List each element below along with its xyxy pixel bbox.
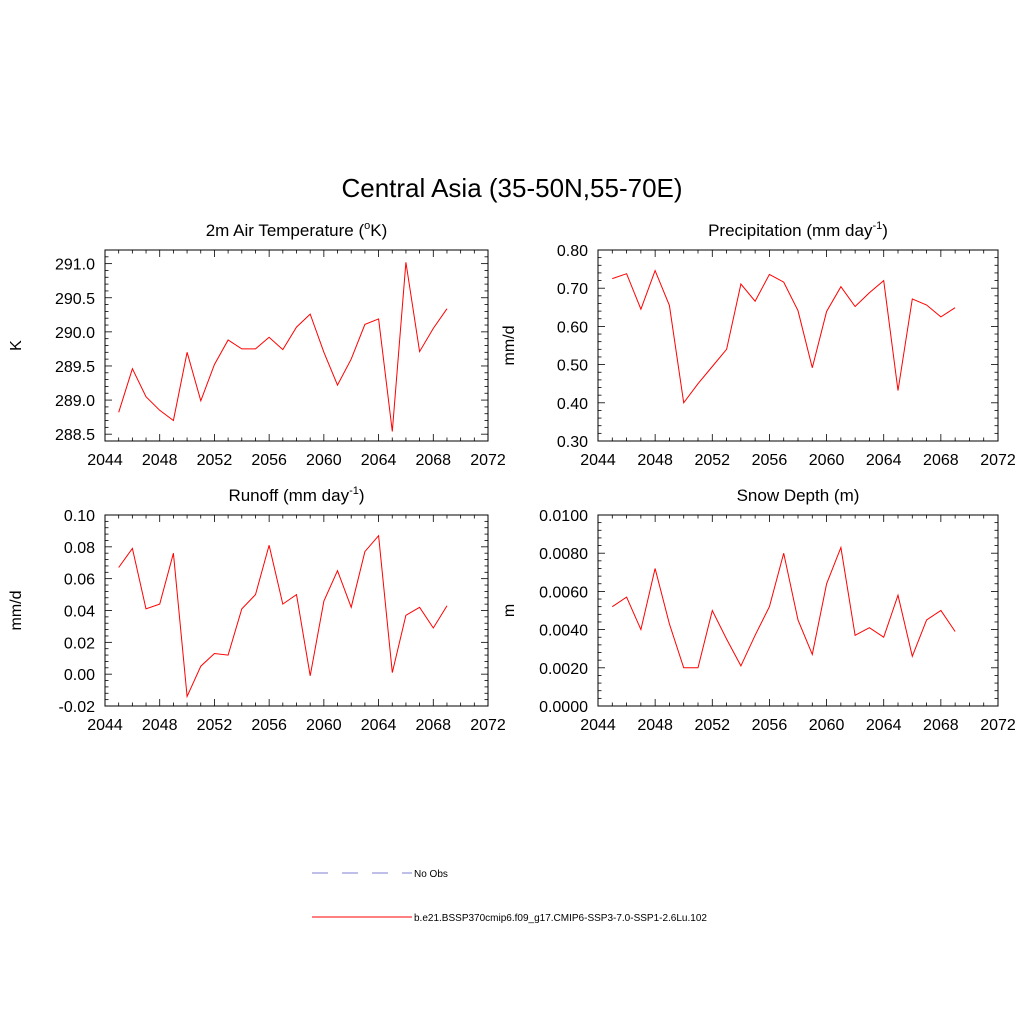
x-tick-label: 2052	[197, 452, 233, 469]
y-tick-label: 0.04	[64, 604, 95, 621]
x-tick-label: 2064	[866, 452, 902, 469]
y-tick-label: 289.0	[55, 393, 95, 410]
x-tick-label: 2056	[251, 452, 287, 469]
y-tick-label: 291.0	[55, 257, 95, 274]
panel-title: Precipitation (mm day-1)	[708, 220, 888, 240]
plot-frame	[104, 514, 489, 707]
x-tick-label: 2044	[580, 452, 616, 469]
x-tick-label: 2056	[752, 717, 788, 734]
y-tick-label: 289.5	[55, 359, 95, 376]
y-tick-label: 0.0060	[539, 584, 588, 601]
x-tick-label: 2056	[752, 452, 788, 469]
x-tick-label: 2072	[470, 452, 506, 469]
y-tick-label: 0.50	[557, 358, 588, 375]
panel-1: 2044 2048 2052 2056 2060 2064 2068 2072 288.5 289…	[8, 220, 506, 469]
x-tick-label: 2056	[251, 717, 287, 734]
legend: No Obs b.e21.BSSP370cmip6.f09_g17.CMIP6-…	[312, 869, 707, 924]
y-tick-label: 0.40	[557, 396, 588, 413]
y-tick-label: 0.0080	[539, 546, 588, 563]
x-tick-label: 2052	[694, 452, 730, 469]
series-line	[612, 545, 956, 669]
x-tick-label: 2068	[415, 717, 451, 734]
x-tick-label: 2064	[361, 717, 397, 734]
x-tick-label: 2064	[866, 717, 902, 734]
y-axis-label: mm/d	[501, 326, 518, 366]
panel-3: 2044 2048 2052 2056 2060 2064 2068 2072 -0.02 0.0…	[8, 485, 506, 734]
x-tick-label: 2044	[87, 452, 123, 469]
legend-obs-label: No Obs	[414, 869, 448, 880]
y-tick-label: 0.10	[64, 508, 95, 525]
x-tick-label: 2048	[637, 452, 673, 469]
series-line	[612, 269, 956, 405]
x-tick-label: 2064	[361, 452, 397, 469]
x-tick-label: 2068	[923, 452, 959, 469]
x-tick-label: 2072	[980, 717, 1016, 734]
y-tick-label: 0.0040	[539, 623, 588, 640]
x-tick-label: 2068	[923, 717, 959, 734]
x-tick-label: 2052	[694, 717, 730, 734]
x-tick-label: 2072	[980, 452, 1016, 469]
y-tick-label: 0.80	[557, 243, 588, 260]
y-tick-label: 0.06	[64, 572, 95, 589]
panel-4: 2044 2048 2052 2056 2060 2064 2068 2072 0.0000 0.…	[501, 486, 1016, 734]
x-tick-label: 2060	[306, 452, 342, 469]
x-tick-label: 2044	[580, 717, 616, 734]
y-axis-label: mm/d	[8, 591, 25, 631]
x-tick-label: 2072	[470, 717, 506, 734]
x-tick-label: 2052	[197, 717, 233, 734]
panel-2: 2044 2048 2052 2056 2060 2064 2068 2072 0.30 0.40…	[501, 220, 1016, 469]
y-axis-label: m	[501, 604, 518, 617]
plot-frame	[597, 514, 999, 707]
y-tick-label: 0.00	[64, 667, 95, 684]
x-tick-label: 2060	[809, 452, 845, 469]
x-tick-label: 2048	[637, 717, 673, 734]
y-tick-label: -0.02	[59, 699, 96, 716]
series-line	[118, 262, 448, 432]
panel-title: Snow Depth (m)	[737, 486, 860, 505]
y-tick-label: 290.5	[55, 291, 95, 308]
y-tick-label: 0.60	[557, 319, 588, 336]
y-tick-label: 0.0020	[539, 661, 588, 678]
y-tick-label: 0.08	[64, 540, 95, 557]
panel-title: Runoff (mm day-1)	[228, 485, 364, 505]
y-axis-label: K	[8, 340, 25, 351]
x-tick-label: 2068	[415, 452, 451, 469]
x-tick-label: 2044	[87, 717, 123, 734]
x-tick-label: 2048	[142, 717, 178, 734]
main-title: Central Asia (35-50N,55-70E)	[341, 173, 682, 203]
x-tick-label: 2060	[306, 717, 342, 734]
y-tick-label: 288.5	[55, 427, 95, 444]
x-tick-label: 2060	[809, 717, 845, 734]
legend-model-label: b.e21.BSSP370cmip6.f09_g17.CMIP6-SSP3-7.…	[414, 913, 707, 924]
series-line	[118, 534, 448, 699]
panel-title: 2m Air Temperature (oK)	[206, 220, 388, 240]
y-tick-label: 0.70	[557, 281, 588, 298]
y-tick-label: 290.0	[55, 325, 95, 342]
y-tick-label: 0.02	[64, 635, 95, 652]
y-tick-label: 0.30	[557, 434, 588, 451]
y-tick-label: 0.0000	[539, 699, 588, 716]
x-tick-label: 2048	[142, 452, 178, 469]
y-tick-label: 0.0100	[539, 508, 588, 525]
panels: 2044 2048 2052 2056 2060 2064 2068 2072 288.5 289…	[8, 220, 1016, 734]
